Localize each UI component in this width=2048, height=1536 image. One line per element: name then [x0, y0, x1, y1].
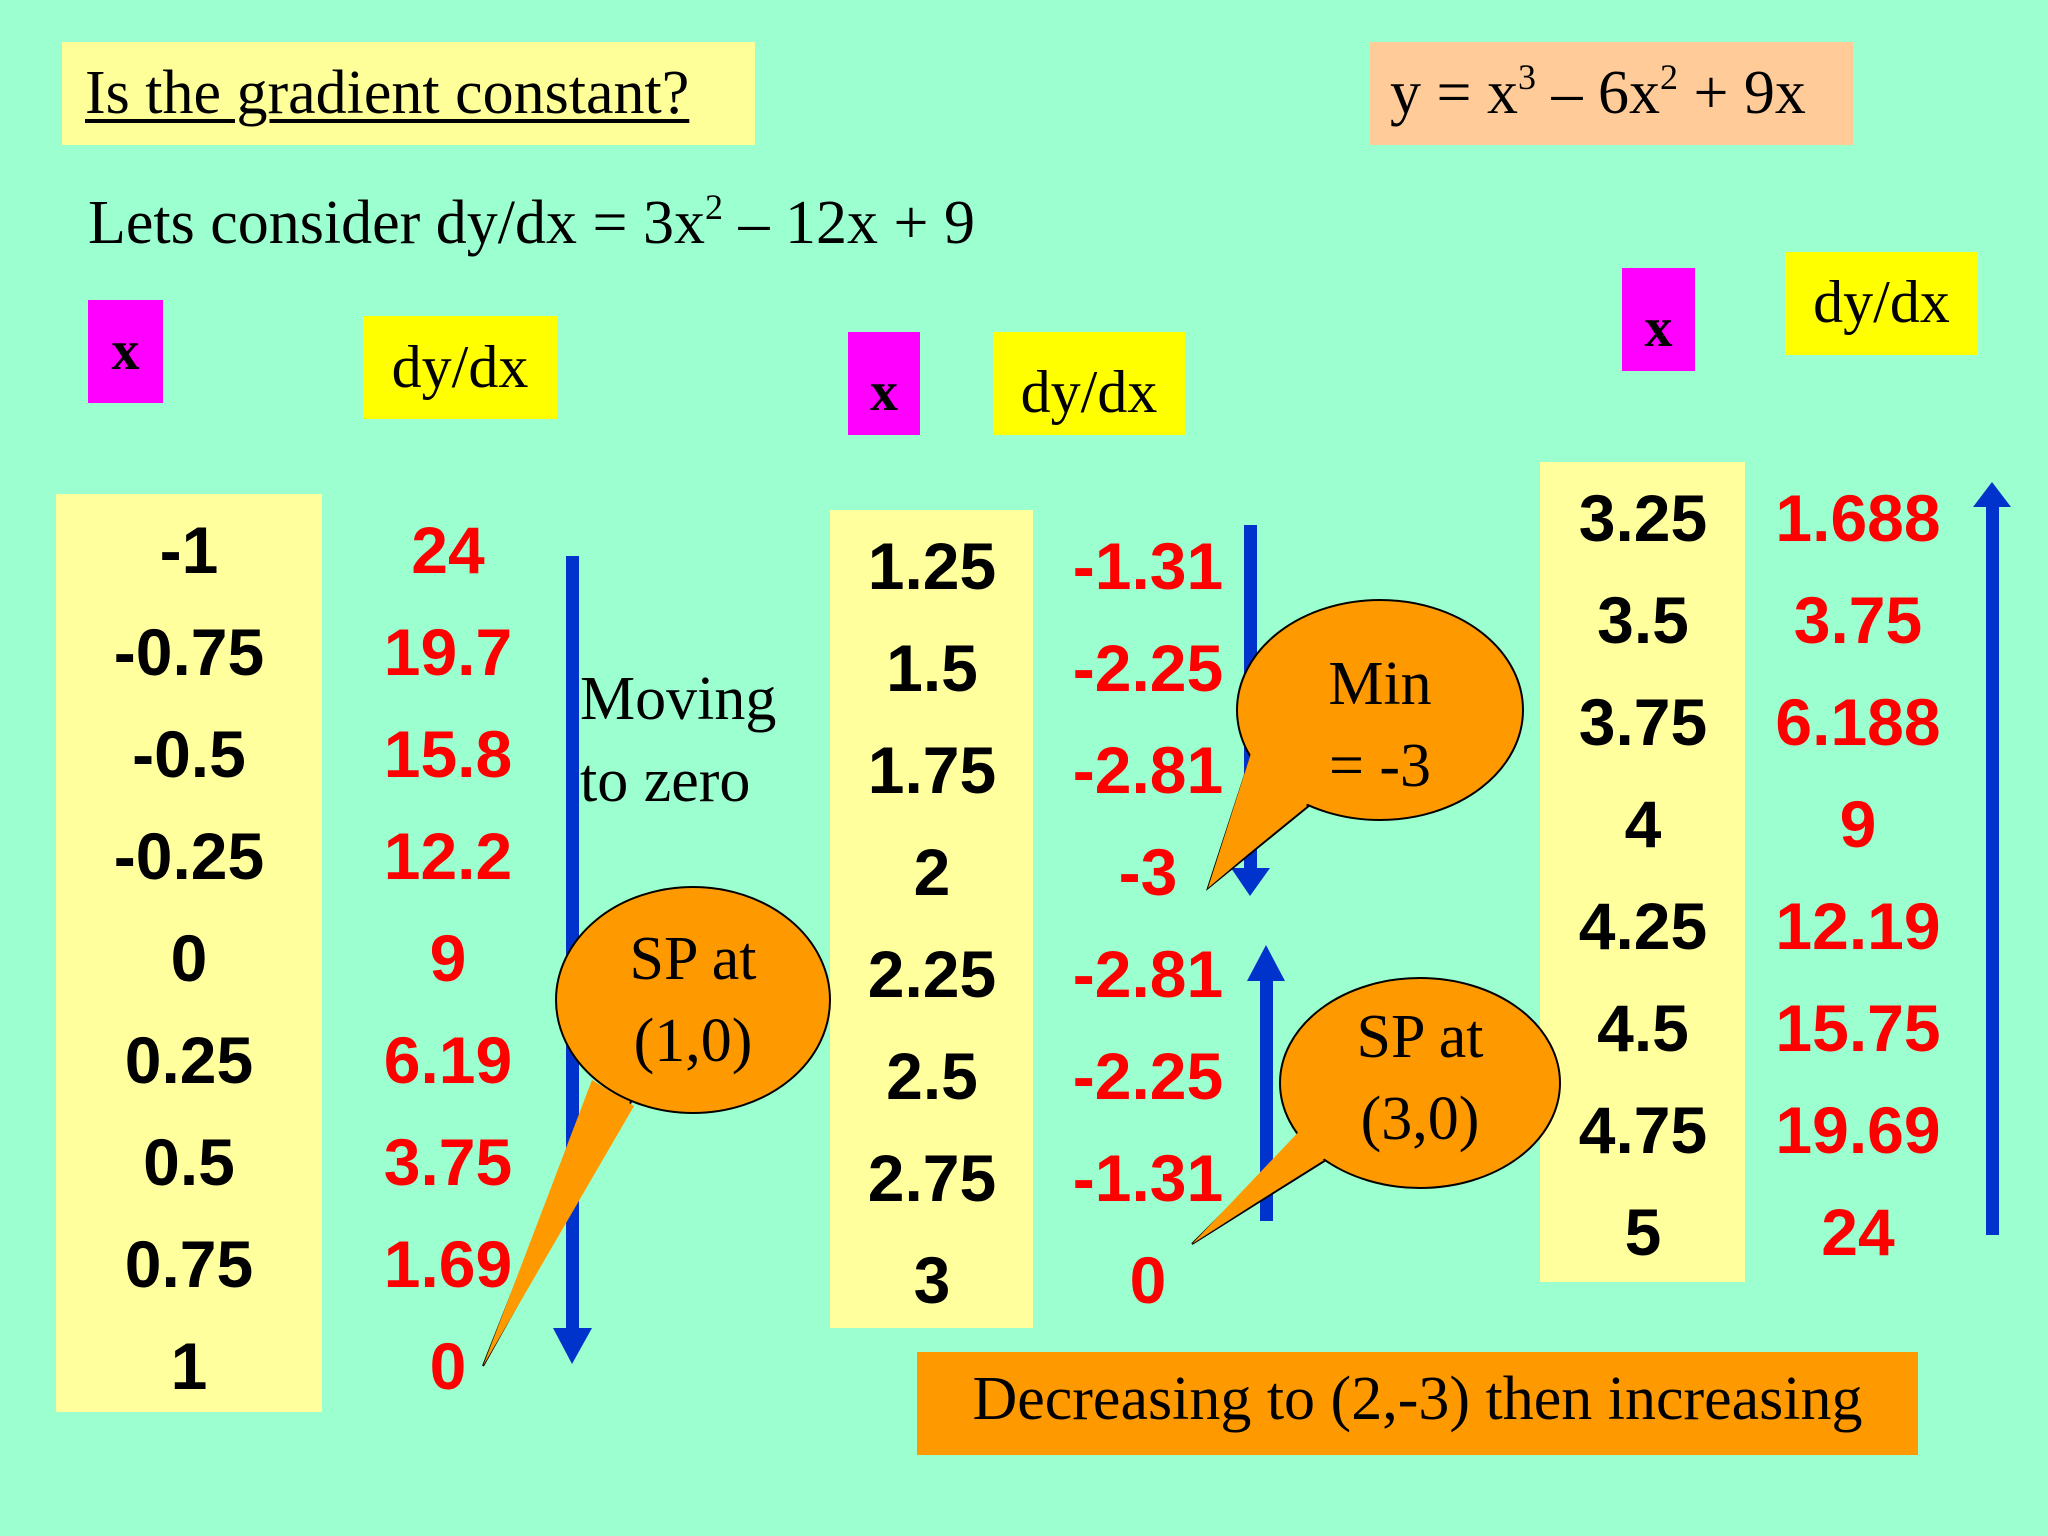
x-value: 1.25 [867, 529, 997, 603]
deriv-part: – 12x + 9 [722, 189, 975, 257]
equation-box [1370, 42, 1853, 145]
callout-line: SP at [1356, 1003, 1484, 1071]
function-equation: y = x3 – 6x2 + 9x [1390, 58, 1806, 129]
dydx-value: 15.75 [1775, 991, 1941, 1065]
x-value: 3.75 [1578, 685, 1708, 759]
x-column-right [1540, 462, 1745, 1282]
note-line: to zero [580, 747, 751, 815]
dydx-value: 24 [411, 513, 485, 587]
eq-exponent: 2 [1659, 57, 1678, 97]
x-value: 5 [1624, 1195, 1662, 1269]
x-value: 1 [170, 1329, 208, 1403]
table-right-x: 3.25 3.5 3.75 4 4.25 4.5 4.75 5 [1523, 478, 1763, 1272]
x-value: 3.25 [1578, 481, 1708, 555]
x-value: 2.5 [886, 1039, 978, 1113]
eq-part: + 9x [1677, 59, 1806, 127]
x-value: 0.25 [124, 1023, 254, 1097]
dydx-value: 6.19 [383, 1023, 513, 1097]
x-value: 0.5 [143, 1125, 235, 1199]
x-value: -0.75 [113, 615, 265, 689]
dydx-value: 9 [429, 921, 467, 995]
dydx-value: -2.25 [1072, 631, 1224, 705]
table-middle-dydx: -1.31 -2.25 -2.81 -3 -2.81 -2.25 -1.31 0 [1028, 526, 1268, 1320]
x-value: 4 [1624, 787, 1662, 861]
x-value: -0.5 [132, 717, 246, 791]
callout-line: SP at [629, 925, 757, 993]
x-value: 2.25 [867, 937, 997, 1011]
eq-part: – 6x [1535, 59, 1660, 127]
callout-sp-3-0-shape [1191, 977, 1561, 1245]
slide-title: Is the gradient constant? [85, 59, 690, 127]
x-value: 3.5 [1597, 583, 1689, 657]
table-left-dydx: 24 19.7 15.8 12.2 9 6.19 3.75 1.69 0 [328, 510, 568, 1406]
x-column-left [56, 494, 322, 1412]
x-value: -0.25 [113, 819, 265, 893]
summary-text: Decreasing to (2,-3) then increasing [972, 1365, 1863, 1433]
dydx-value: 0 [429, 1329, 467, 1403]
x-value: 1.75 [867, 733, 997, 807]
x-value: 4.75 [1578, 1093, 1708, 1167]
note-line: Moving [580, 665, 777, 733]
callout-min: Min = -3 [1280, 643, 1480, 807]
dydx-value: -1.31 [1072, 1141, 1224, 1215]
callout-line: (3,0) [1360, 1085, 1480, 1153]
dydx-value: -2.81 [1072, 937, 1224, 1011]
summary-banner [917, 1352, 1918, 1455]
dydx-value: 15.8 [383, 717, 513, 791]
callout-sp-3-0: SP at (3,0) [1320, 996, 1520, 1160]
x-value: 1.5 [886, 631, 978, 705]
dydx-value: 3.75 [1793, 583, 1923, 657]
deriv-exponent: 2 [704, 187, 723, 227]
table-middle-x: 1.25 1.5 1.75 2 2.25 2.5 2.75 3 [812, 526, 1052, 1320]
x-value: -1 [159, 513, 219, 587]
x-value: 4.5 [1597, 991, 1689, 1065]
table-left-x: -1 -0.75 -0.5 -0.25 0 0.25 0.5 0.75 1 [69, 510, 309, 1406]
x-value: 0 [170, 921, 208, 995]
dydx-header-right: dy/dx [1785, 252, 1978, 355]
x-header-left: x [88, 300, 163, 403]
callout-line: Min [1328, 650, 1432, 718]
dydx-value: 12.19 [1775, 889, 1941, 963]
dydx-value: -3 [1118, 835, 1178, 909]
x-header-middle: x [848, 332, 920, 435]
callout-line: (1,0) [633, 1007, 753, 1075]
callout-line: = -3 [1328, 732, 1432, 800]
dydx-value: -2.81 [1072, 733, 1224, 807]
dydx-value: -1.31 [1072, 529, 1224, 603]
dydx-header-middle: dy/dx [993, 332, 1185, 435]
title-box [62, 42, 755, 145]
x-value: 3 [913, 1243, 951, 1317]
callout-sp-1-0: SP at (1,0) [593, 918, 793, 1082]
eq-part: y = x [1390, 59, 1518, 127]
dydx-header-left: dy/dx [363, 316, 557, 419]
up-arrow-icon [1247, 945, 1285, 1221]
dydx-value: 6.188 [1775, 685, 1941, 759]
dydx-value: 19.69 [1775, 1093, 1941, 1167]
dydx-value: 1.688 [1775, 481, 1941, 555]
x-value: 4.25 [1578, 889, 1708, 963]
dydx-value: 1.69 [383, 1227, 513, 1301]
up-arrow-icon [1973, 482, 2011, 1235]
derivative-statement: Lets consider dy/dx = 3x2 – 12x + 9 [88, 188, 975, 259]
x-header-right: x [1622, 268, 1695, 371]
dydx-value: -2.25 [1072, 1039, 1224, 1113]
dydx-value: 3.75 [383, 1125, 513, 1199]
dydx-value: 12.2 [383, 819, 513, 893]
table-right-dydx: 1.688 3.75 6.188 9 12.19 15.75 19.69 24 [1738, 478, 1978, 1272]
x-value: 2 [913, 835, 951, 909]
moving-to-zero-note: Moving to zero [580, 658, 776, 822]
x-column-middle [830, 510, 1033, 1328]
dydx-value: 0 [1129, 1243, 1167, 1317]
callout-sp-1-0-shape [482, 886, 831, 1367]
dydx-value: 24 [1821, 1195, 1895, 1269]
dydx-value: 19.7 [383, 615, 513, 689]
deriv-part: Lets consider dy/dx = 3x [88, 189, 705, 257]
callout-min-shape [1205, 599, 1524, 891]
dydx-value: 9 [1839, 787, 1877, 861]
eq-exponent: 3 [1517, 57, 1536, 97]
x-value: 2.75 [867, 1141, 997, 1215]
x-value: 0.75 [124, 1227, 254, 1301]
